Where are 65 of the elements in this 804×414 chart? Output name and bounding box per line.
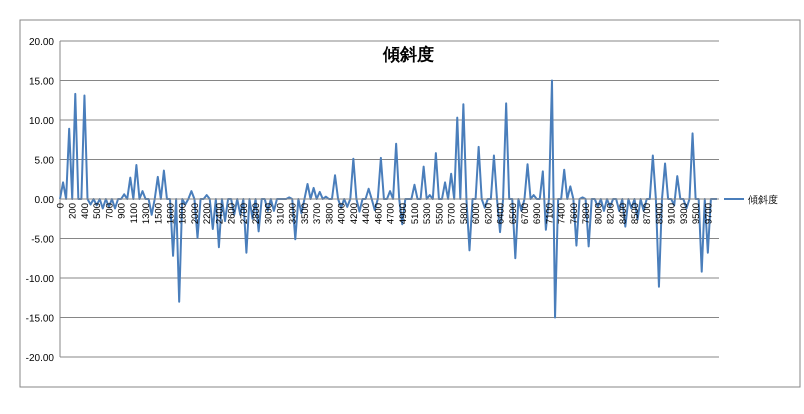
x-tick-label: 3700 [312,203,324,224]
x-tick-label: 1100 [128,203,140,224]
x-tick-label: 2600 [226,203,238,224]
x-tick-label: 5500 [434,203,446,224]
x-tick-label: 3300 [288,203,299,224]
x-tick-label: 8500 [630,203,641,224]
x-tick-label: 0 [56,203,66,208]
x-tick-label: 9500 [691,203,702,224]
x-tick-label: 7400 [556,203,568,224]
x-tick-label: 700 [104,203,116,219]
x-tick-label: 7800 [581,203,592,224]
x-tick-label: 7100 [544,203,556,224]
x-tick-label: 4900 [398,203,409,224]
x-tick-label: 2400 [214,203,226,224]
x-tick-label: 8900 [654,203,666,224]
x-tick-label: 9100 [666,203,678,224]
y-tick-label: -15.00 [26,314,54,324]
x-tick-label: 8200 [606,203,617,224]
x-tick-label: 6500 [508,203,519,224]
x-tick-label: 500 [92,203,104,219]
x-tick-label: 5300 [422,203,434,224]
x-tick-label: 3000 [263,203,274,224]
x-tick-label: 400 [80,203,91,219]
x-tick-label: 4000 [336,203,348,224]
y-tick-label: -20.00 [26,353,54,364]
x-tick-label: 200 [68,203,79,219]
y-tick-label: -5.00 [31,234,54,246]
x-tick-label: 4600 [373,203,384,224]
y-tick-label: 20.00 [28,37,54,48]
x-tick-label: 1300 [141,203,152,224]
x-tick-label: 7600 [568,203,580,224]
x-tick-label: 3500 [300,203,311,224]
x-tick-label: 6400 [496,203,507,224]
x-tick-label: 3800 [324,203,336,224]
x-tick-label: 2000 [190,203,201,224]
x-tick-label: 5700 [446,203,458,224]
x-tick-label: 900 [116,203,128,219]
x-tick-label: 1500 [153,203,164,224]
x-tick-label: 1600 [166,203,177,224]
y-tick-label: 10.00 [28,116,54,127]
x-tick-label: 6000 [471,203,482,224]
x-tick-label: 3100 [276,203,287,224]
x-tick-label: 9700 [703,203,714,224]
x-tick-label: 6200 [483,203,494,224]
y-tick-label: 0.00 [34,195,54,206]
legend-label: 傾斜度 [748,194,778,206]
x-tick-label: 2200 [202,203,214,224]
x-tick-label: 4400 [361,203,372,224]
x-tick-label: 2700 [238,203,250,224]
x-tick-label: 8700 [642,203,654,224]
x-tick-label: 5800 [458,203,470,224]
y-tick-label: -10.00 [26,274,54,285]
y-tick-label: 5.00 [34,156,54,166]
x-tick-label: 8000 [593,203,604,224]
y-tick-label: 15.00 [28,76,54,88]
x-tick-label: 8400 [618,203,629,224]
x-tick-label: 9300 [678,203,690,224]
x-tick-label: 1800 [178,203,189,224]
x-tick-label: 6900 [532,203,544,224]
x-tick-label: 2800 [251,203,262,224]
x-tick-label: 5100 [410,203,421,224]
chart-title: 傾斜度 [382,45,434,64]
x-tick-label: 6700 [520,203,531,224]
x-tick-label: 4700 [386,203,397,224]
x-tick-label: 4200 [348,203,360,224]
